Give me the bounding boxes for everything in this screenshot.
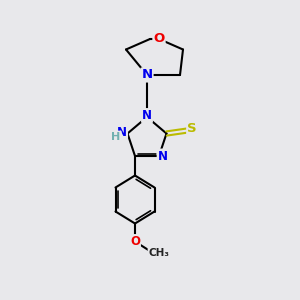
Text: N: N [117,125,127,139]
Text: O: O [130,235,140,248]
Text: N: N [141,68,153,82]
Text: H: H [112,131,121,142]
Text: O: O [153,32,165,46]
Text: S: S [187,122,197,136]
Text: N: N [158,149,168,163]
Text: N: N [142,109,152,122]
Text: CH₃: CH₃ [148,248,170,259]
